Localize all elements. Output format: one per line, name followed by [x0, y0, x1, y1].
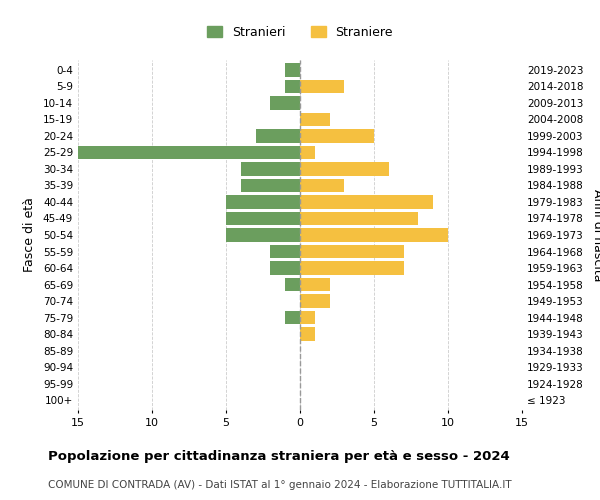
- Bar: [226, 228, 300, 241]
- Bar: [226, 212, 300, 225]
- Bar: [300, 130, 374, 142]
- Bar: [271, 262, 300, 274]
- Legend: Stranieri, Straniere: Stranieri, Straniere: [202, 20, 398, 44]
- Bar: [285, 80, 300, 93]
- Bar: [285, 278, 300, 291]
- Bar: [271, 245, 300, 258]
- Bar: [241, 162, 300, 175]
- Bar: [226, 196, 300, 208]
- Bar: [300, 146, 315, 159]
- Bar: [300, 228, 448, 241]
- Bar: [300, 278, 329, 291]
- Bar: [300, 212, 418, 225]
- Bar: [241, 179, 300, 192]
- Bar: [300, 294, 329, 308]
- Bar: [271, 96, 300, 110]
- Bar: [300, 311, 315, 324]
- Bar: [285, 64, 300, 76]
- Bar: [285, 311, 300, 324]
- Text: COMUNE DI CONTRADA (AV) - Dati ISTAT al 1° gennaio 2024 - Elaborazione TUTTITALI: COMUNE DI CONTRADA (AV) - Dati ISTAT al …: [48, 480, 512, 490]
- Bar: [300, 196, 433, 208]
- Bar: [78, 146, 300, 159]
- Bar: [300, 162, 389, 175]
- Bar: [300, 245, 404, 258]
- Bar: [300, 328, 315, 340]
- Y-axis label: Anni di nascita: Anni di nascita: [590, 188, 600, 281]
- Y-axis label: Fasce di età: Fasce di età: [23, 198, 36, 272]
- Bar: [300, 262, 404, 274]
- Bar: [300, 80, 344, 93]
- Text: Popolazione per cittadinanza straniera per età e sesso - 2024: Popolazione per cittadinanza straniera p…: [48, 450, 510, 463]
- Bar: [300, 179, 344, 192]
- Bar: [256, 130, 300, 142]
- Bar: [300, 113, 329, 126]
